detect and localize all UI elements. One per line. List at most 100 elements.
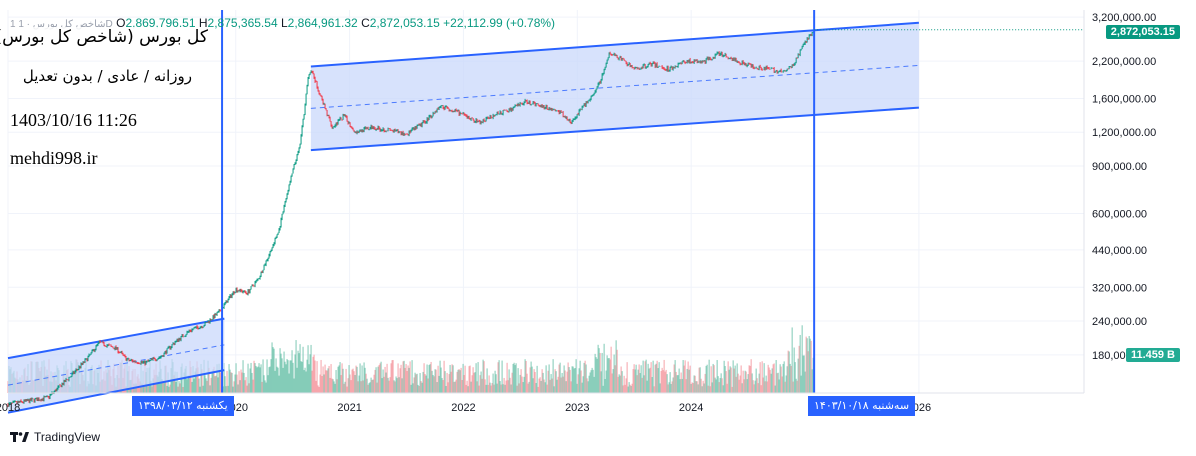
volume-bar bbox=[333, 381, 335, 393]
volume-bar bbox=[387, 377, 389, 393]
volume-bar bbox=[235, 363, 237, 393]
volume-bar bbox=[596, 358, 598, 393]
volume-bar bbox=[141, 383, 143, 393]
volume-bar bbox=[775, 360, 777, 393]
volume-bar bbox=[705, 365, 707, 393]
volume-bar bbox=[686, 368, 688, 393]
volume-bar bbox=[208, 367, 210, 393]
volume-bar bbox=[804, 371, 806, 393]
time-axis[interactable]: 2018202020212022202320242026 bbox=[0, 402, 931, 414]
volume-bar bbox=[668, 382, 670, 393]
volume-bar bbox=[652, 360, 654, 393]
price-axis[interactable]: 3,200,000.00 2,200,000.00 1,600,000.00 1,20… bbox=[1092, 12, 1156, 362]
volume-bar bbox=[376, 382, 378, 393]
volume-bar bbox=[607, 358, 609, 393]
volume-bar bbox=[429, 364, 431, 393]
volume-bar bbox=[279, 348, 281, 393]
symbol-label[interactable]: 1 شاخص کل بورس · 1D bbox=[10, 19, 113, 30]
volume-bar bbox=[765, 375, 767, 393]
volume-bar bbox=[803, 355, 805, 393]
volume-bar bbox=[592, 369, 594, 393]
volume-bar bbox=[453, 381, 455, 393]
volume-bar bbox=[516, 385, 518, 393]
event-date-badge-right: سه‌شنبه ۱۴۰۳/۱۰/۱۸ bbox=[808, 396, 916, 416]
volume-bar bbox=[251, 372, 253, 393]
volume-bar bbox=[725, 371, 727, 393]
volume-bar bbox=[295, 340, 297, 393]
volume-bar bbox=[679, 379, 681, 393]
volume-bar bbox=[654, 364, 656, 393]
chart-note-datetime[interactable]: 1403/10/16 11:26 bbox=[10, 110, 137, 130]
volume-bar bbox=[416, 373, 418, 393]
volume-bar bbox=[582, 376, 584, 393]
volume-bar bbox=[665, 369, 667, 393]
volume-bar bbox=[440, 367, 442, 393]
volume-bar bbox=[568, 367, 570, 393]
volume-bar bbox=[175, 381, 177, 393]
volume-bar bbox=[223, 362, 225, 393]
volume-bar bbox=[795, 378, 797, 393]
volume-bar bbox=[310, 344, 312, 393]
volume-bar bbox=[399, 368, 401, 393]
volume-bar bbox=[445, 385, 447, 393]
volume-bar bbox=[810, 340, 812, 393]
chart-note-title[interactable]: کل بورس (شاخص کل بورس) bbox=[0, 27, 208, 47]
volume-bar bbox=[268, 367, 270, 393]
volume-bar bbox=[704, 373, 706, 393]
volume-bar bbox=[492, 373, 494, 393]
volume-bar bbox=[388, 380, 390, 393]
volume-bar bbox=[297, 350, 299, 393]
volume-bar bbox=[672, 377, 674, 393]
volume-bar bbox=[695, 381, 697, 393]
volume-bar bbox=[299, 344, 301, 393]
chart-note-website[interactable]: mehdi998.ir bbox=[10, 148, 98, 168]
volume-bar bbox=[454, 381, 456, 393]
volume-bar bbox=[507, 380, 509, 393]
volume-bar bbox=[315, 380, 317, 393]
volume-bar bbox=[444, 371, 446, 393]
volume-bar bbox=[808, 336, 810, 393]
volume-bar bbox=[703, 383, 705, 393]
volume-bar bbox=[253, 360, 255, 393]
volume-bar bbox=[680, 372, 682, 393]
x-tick-label: 2024 bbox=[679, 402, 703, 414]
tradingview-logo[interactable]: TradingView bbox=[10, 430, 100, 444]
volume-bar bbox=[313, 354, 315, 393]
volume-bar bbox=[446, 372, 448, 393]
volume-bar bbox=[780, 366, 782, 393]
volume-bar bbox=[201, 369, 203, 393]
volume-bar bbox=[701, 386, 703, 393]
x-tick-label: 2022 bbox=[451, 402, 475, 414]
volume-bar bbox=[709, 386, 711, 393]
volume-bar bbox=[386, 363, 388, 393]
volume-bar bbox=[498, 360, 500, 393]
chart-note-subtitle[interactable]: روزانه / عادی / بدون تعدیل bbox=[10, 67, 192, 85]
volume-bar bbox=[555, 371, 557, 393]
volume-bar bbox=[233, 381, 235, 393]
volume-bar bbox=[706, 364, 708, 393]
marker-layer[interactable] bbox=[221, 10, 1084, 393]
volume-bar bbox=[340, 375, 342, 393]
volume-bar bbox=[493, 384, 495, 393]
volume-bar bbox=[628, 382, 630, 393]
volume-bar bbox=[264, 380, 266, 393]
volume-bar bbox=[653, 386, 655, 393]
volume-bar bbox=[459, 370, 461, 393]
volume-bar bbox=[361, 365, 363, 393]
volume-bar bbox=[683, 365, 685, 393]
volume-bar bbox=[684, 360, 686, 393]
volume-bar bbox=[773, 363, 775, 393]
volume-bar bbox=[381, 378, 383, 393]
volume-bar bbox=[690, 383, 692, 393]
volume-bar bbox=[220, 372, 222, 393]
volume-bar bbox=[321, 375, 323, 393]
volume-bar bbox=[752, 380, 754, 393]
volume-bar bbox=[437, 365, 439, 393]
volume-bar bbox=[788, 351, 790, 393]
volume-bar bbox=[518, 383, 520, 393]
volume-bar bbox=[468, 366, 470, 393]
volume-bar bbox=[681, 378, 683, 393]
volume-bar bbox=[762, 377, 764, 393]
volume-bar bbox=[351, 369, 353, 393]
